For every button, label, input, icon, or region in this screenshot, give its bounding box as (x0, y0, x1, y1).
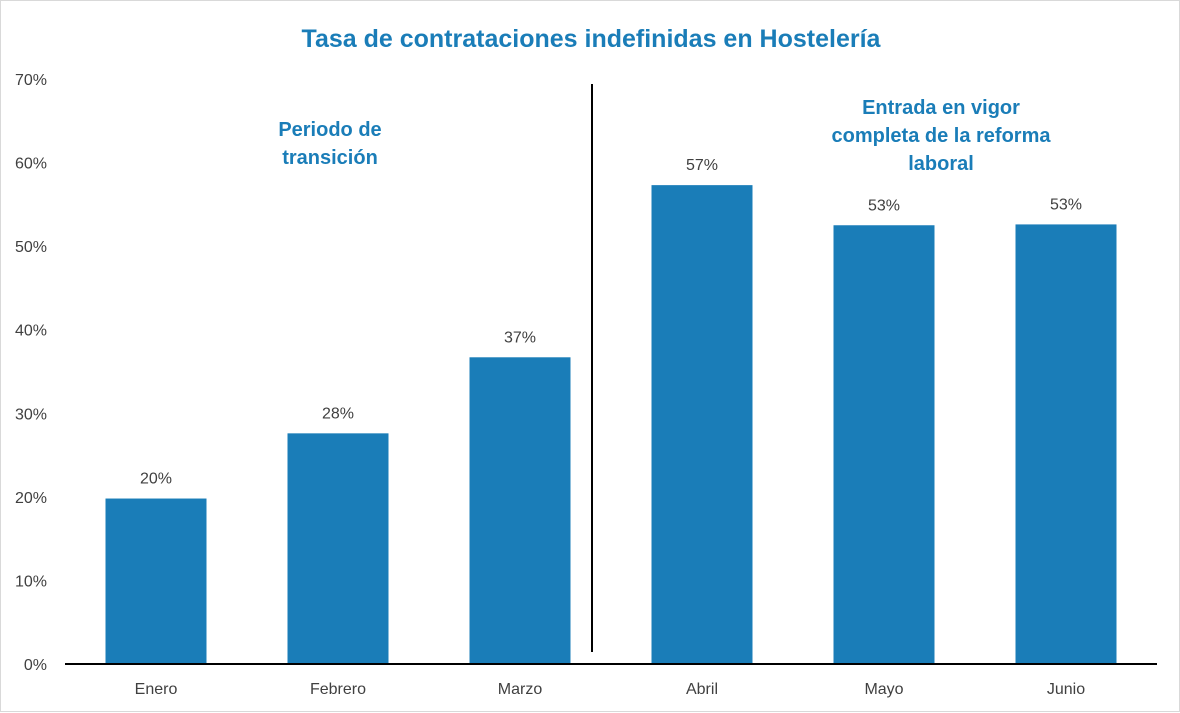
data-label-febrero: 28% (322, 405, 354, 422)
y-tick-label: 40% (15, 323, 47, 340)
x-axis-ticks: Enero Febrero Marzo Abril Mayo Junio (135, 681, 1086, 698)
x-tick-label-febrero: Febrero (310, 681, 366, 698)
data-label-mayo: 53% (868, 197, 900, 214)
annotation-line: Periodo de (278, 119, 381, 141)
data-label-marzo: 37% (504, 329, 536, 346)
annotation-line: laboral (908, 153, 974, 175)
x-tick-label-junio: Junio (1047, 681, 1085, 698)
annotation-right: Entrada en vigor completa de la reforma la… (832, 97, 1052, 175)
data-labels: 20% 28% 37% 57% 53% 53% (140, 157, 1082, 487)
y-tick-label: 0% (24, 657, 47, 674)
y-axis-ticks: 0% 10% 20% 30% 40% 50% 60% 70% (15, 72, 47, 674)
annotation-left: Periodo de transición (278, 119, 381, 169)
y-tick-label: 20% (15, 490, 47, 507)
bar-mayo (833, 225, 935, 664)
y-tick-label: 70% (15, 72, 47, 89)
y-tick-label: 60% (15, 156, 47, 173)
chart-title: Tasa de contrataciones indefinidas en Ho… (302, 25, 882, 53)
x-tick-label-enero: Enero (135, 681, 178, 698)
annotation-line: completa de la reforma (832, 125, 1052, 147)
data-label-enero: 20% (140, 471, 172, 488)
x-tick-label-abril: Abril (686, 681, 718, 698)
y-tick-label: 50% (15, 239, 47, 256)
y-tick-label: 30% (15, 406, 47, 423)
data-label-junio: 53% (1050, 196, 1082, 213)
bar-febrero (287, 433, 389, 664)
x-tick-label-mayo: Mayo (864, 681, 903, 698)
x-tick-label-marzo: Marzo (498, 681, 543, 698)
annotation-line: transición (282, 147, 378, 169)
annotation-line: Entrada en vigor (862, 97, 1020, 119)
bar-abril (651, 185, 753, 664)
annotations: Periodo de transición Entrada en vigor comp… (278, 97, 1051, 175)
bars (105, 185, 1117, 664)
bar-enero (105, 498, 207, 664)
bar-marzo (469, 357, 571, 664)
bar-junio (1015, 224, 1117, 664)
y-tick-label: 10% (15, 573, 47, 590)
data-label-abril: 57% (686, 157, 718, 174)
